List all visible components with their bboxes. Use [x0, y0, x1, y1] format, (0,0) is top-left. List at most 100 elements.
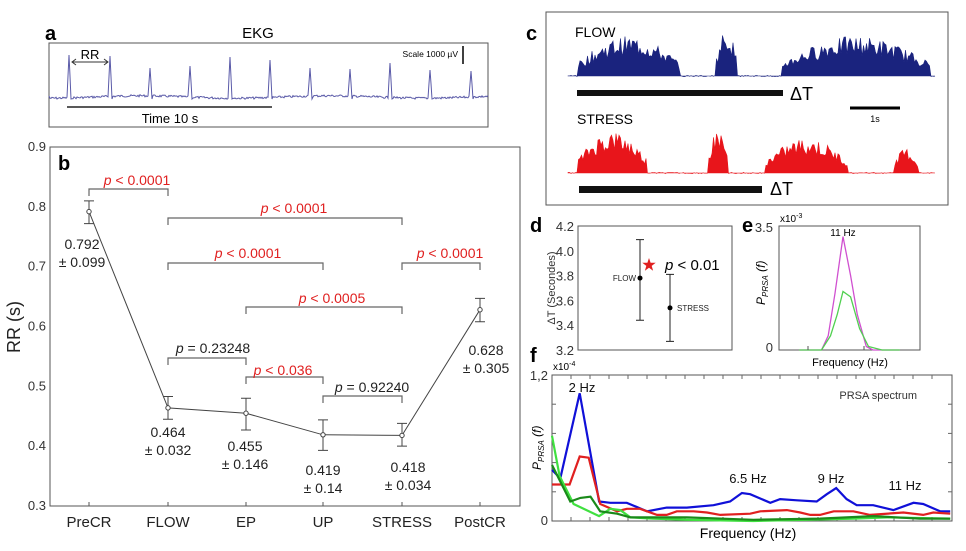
p-symbol: p — [298, 290, 307, 306]
value-label: ± 0.099 — [59, 254, 106, 270]
point-label: FLOW — [613, 274, 637, 283]
p-value-label: p < 0.0001 — [103, 172, 171, 188]
p-value-label: p = 0.23248 — [175, 340, 251, 356]
panel-b-rr-chart: b RR (s) 0.3 0.4 0.5 0.6 0.7 0.8 0.9 PreCR FLOW E… — [4, 139, 521, 531]
y-label-arg: (f) — [530, 426, 544, 441]
y-tick-label: 0.3 — [28, 498, 46, 513]
stress-delta-label: ΔT — [770, 179, 793, 199]
p-symbol: p — [103, 172, 112, 188]
exponent-power: -4 — [569, 361, 575, 368]
data-point — [477, 307, 483, 313]
time-label: Time 10 s — [142, 111, 199, 126]
exponent-base: x10 — [553, 362, 570, 373]
comparison-bracket — [167, 217, 403, 225]
y-tick-zero: 0 — [766, 340, 773, 355]
value-label: ± 0.14 — [304, 480, 343, 496]
p-symbol: p — [664, 257, 673, 274]
traces-frame — [545, 11, 949, 206]
panel-a-ekg: a EKG RR Scale 1000 µV Time 10 s — [45, 23, 489, 128]
panel-label-e: e — [742, 215, 753, 237]
y-label-sub: PRSA — [537, 440, 546, 462]
peak-annotation: 11 Hz — [889, 478, 922, 493]
x-tick-label-flow: FLOW — [146, 514, 190, 531]
y-label-arg: (f) — [754, 261, 768, 276]
data-point — [243, 410, 249, 416]
series-line-2 — [799, 290, 900, 351]
comparison-bracket — [167, 357, 247, 365]
ekg-title: EKG — [242, 25, 274, 42]
value-label: ± 0.305 — [463, 360, 510, 376]
p-value-label: p < 0.0005 — [298, 290, 366, 306]
y-axis-label: RR (s) — [4, 301, 24, 353]
y-tick-label: 4.2 — [556, 219, 574, 234]
time-scale-label: 1s — [870, 114, 880, 124]
ekg-trace — [48, 54, 489, 101]
panel-c-traces: c FLOW ΔT 1s STRESS ΔT — [526, 11, 949, 206]
series-line-4 — [551, 464, 951, 521]
p-value: < 0.0005 — [307, 290, 366, 306]
data-point — [165, 405, 171, 411]
x-tick-label-stress: STRESS — [372, 514, 432, 531]
value-label: ± 0.146 — [222, 456, 269, 472]
plot-frame — [49, 146, 521, 507]
comparison-bracket — [167, 262, 324, 270]
flow-delta-bar — [577, 90, 783, 96]
panel-label-b: b — [58, 153, 70, 175]
value-label: 0.464 — [150, 424, 185, 440]
exponent-power: -3 — [796, 213, 802, 220]
series-line-1 — [551, 393, 951, 513]
p-value-label: p < 0.0001 — [214, 245, 282, 261]
peak-label: 11 Hz — [830, 228, 855, 239]
x-axis-label: Frequency (Hz) — [700, 525, 796, 541]
panel-label-a: a — [45, 23, 57, 45]
panel-d-delta-t: d ΔT (Secondes) p < 0.01 3.2 3.4 3.6 3.8 4.0… — [530, 215, 733, 358]
y-tick-label: 3.2 — [556, 343, 574, 358]
x-tick-label-precr: PreCR — [66, 514, 111, 531]
value-label: ± 0.034 — [385, 477, 432, 493]
value-label: 0.455 — [227, 438, 262, 454]
data-point-stress — [667, 305, 673, 311]
data-point — [320, 432, 326, 438]
y-tick-label: 3.6 — [556, 293, 574, 308]
y-axis-label: ΔT (Secondes) — [546, 251, 558, 324]
rr-series-line — [88, 211, 481, 436]
p-symbol: p — [253, 362, 262, 378]
data-point — [86, 208, 92, 215]
series-line-2 — [552, 455, 951, 517]
p-value-label: p < 0.0001 — [260, 200, 328, 216]
x-tick-label-postcr: PostCR — [454, 514, 506, 531]
plot-frame — [778, 225, 921, 351]
p-value: = 0.23248 — [184, 340, 251, 356]
ekg-waveform — [48, 54, 489, 101]
value-label: 0.792 — [64, 236, 99, 252]
data-point — [399, 432, 405, 439]
y-tick-label: 3.4 — [556, 318, 574, 333]
p-value: < 0.01 — [673, 257, 719, 274]
p-value: < 0.0001 — [223, 245, 282, 261]
plot-frame — [577, 225, 733, 351]
x-axis-label: Frequency (Hz) — [812, 357, 888, 369]
y-tick-label: 0.7 — [28, 259, 46, 274]
point-label: STRESS — [677, 304, 709, 313]
p-value-label: p = 0.92240 — [334, 379, 410, 395]
p-symbol: p — [334, 379, 343, 395]
y-tick-label: 0.5 — [28, 378, 46, 393]
rr-label: RR — [81, 47, 100, 62]
flow-delta-label: ΔT — [790, 84, 813, 104]
p-symbol: p — [214, 245, 223, 261]
peak-annotation: 6.5 Hz — [729, 471, 767, 486]
y-axis-label: PPRSA (f) — [530, 426, 546, 470]
x-tick-label-ep: EP — [236, 514, 256, 531]
stress-trace — [567, 133, 936, 174]
panel-f-prsa-spectrum: f x10-4 1,2 0 PPRSA (f) Frequency (Hz) P… — [530, 345, 953, 541]
p-value: < 0.0001 — [425, 245, 484, 261]
p-symbol: p — [416, 245, 425, 261]
p-value-label: p < 0.036 — [253, 362, 313, 378]
y-tick-label: 0.4 — [28, 438, 46, 453]
panel-label-f: f — [530, 345, 537, 367]
significance-label: p < 0.01 — [664, 257, 720, 274]
flow-trace — [567, 35, 936, 78]
y-label-sub: PRSA — [761, 275, 770, 297]
flow-trace-label: FLOW — [575, 24, 616, 40]
